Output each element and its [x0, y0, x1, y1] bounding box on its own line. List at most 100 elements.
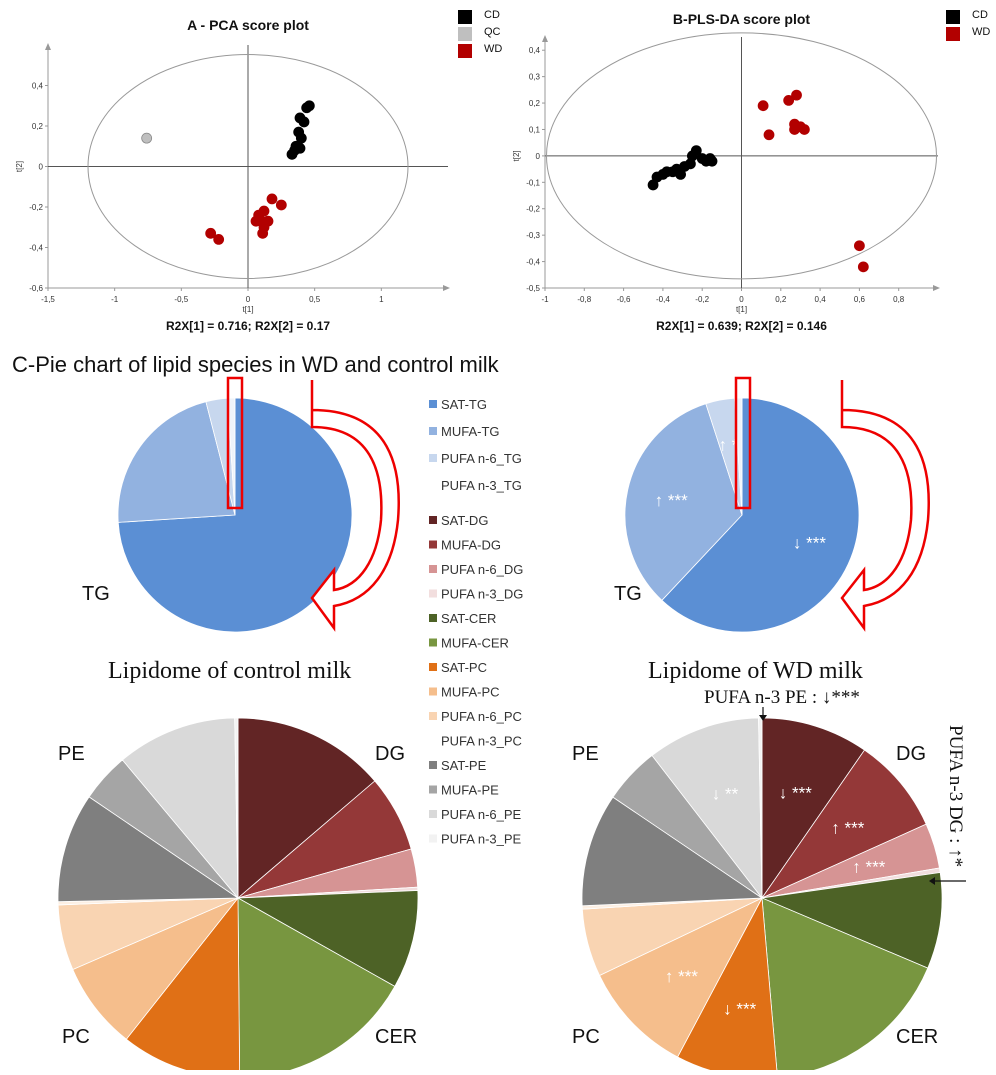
data-point	[303, 100, 315, 112]
control-dg-label: DG	[375, 743, 405, 765]
wd-lipidome-pie: ↓ *** ↑ *** ↑ *** ↓ *** ↑ *** ↓ **	[581, 717, 943, 1075]
wd-dg-label: DG	[896, 743, 926, 765]
data-point	[690, 145, 702, 157]
wd-pc-label: PC	[572, 1026, 600, 1048]
legend-swatch	[429, 761, 437, 769]
legend-label: PUFA n-6_PE	[441, 807, 522, 822]
control-lipidome-pie	[57, 717, 419, 1075]
data-point	[789, 118, 800, 130]
x-tick-label: -1,5	[41, 295, 55, 304]
slice-annotation: ↑ ***	[655, 491, 688, 510]
x-tick-label: 0	[246, 295, 251, 304]
y-tick-label: -0,4	[526, 258, 540, 267]
x-tick-label: 0,4	[815, 295, 827, 304]
y-tick-label: 0,1	[529, 125, 541, 134]
legend-swatch	[429, 400, 437, 408]
slice-annotation: ↑ *	[718, 436, 738, 455]
y-tick-label: 0,2	[529, 99, 541, 108]
y-tick-label: 0	[536, 152, 541, 161]
y-tick-label: -0,6	[29, 284, 43, 293]
y-axis-label: t[2]	[15, 161, 24, 172]
wd-tg-label: TG	[614, 583, 642, 605]
legend-label: PUFA n-6_DG	[441, 562, 523, 577]
legend-swatch	[429, 687, 437, 696]
x-tick-label: 0,5	[309, 295, 321, 304]
wd-pe-label: PE	[572, 743, 599, 765]
hotelling-ellipse	[546, 32, 937, 280]
section-title: C-Pie chart of lipid species in WD and c…	[12, 352, 500, 377]
x-tick-label: 0	[739, 295, 744, 304]
data-point	[757, 100, 769, 112]
legend-label: CD	[972, 9, 988, 21]
legend-swatch	[458, 10, 472, 24]
slice-annotation: ↑ ***	[852, 858, 885, 877]
plot-title: A - PCA score plot	[187, 17, 309, 33]
data-point	[205, 227, 217, 239]
plot-footer: R2X[1] = 0.639; R2X[2] = 0.146	[656, 319, 827, 333]
pca-score-plot: A - PCA score plot -1,5 -1 -0,5 0 0,5 1 -0,6 -0,…	[15, 9, 502, 333]
x-tick-label: 0,2	[775, 295, 787, 304]
legend-swatch	[429, 427, 437, 435]
x-axis-label: t[1]	[242, 305, 253, 314]
data-point	[763, 129, 775, 141]
legend-label: PUFA n-3_TG	[441, 478, 522, 493]
y-axis-label: t[2]	[512, 150, 521, 161]
pie-slice	[651, 717, 763, 900]
data-point	[141, 132, 153, 144]
lipid-legend: SAT-TG MUFA-TG PUFA n-6_TG PUFA n-3_TG SAT-D…	[429, 397, 523, 847]
legend-label: MUFA-PC	[441, 685, 500, 700]
wd-cer-label: CER	[896, 1026, 938, 1048]
pie-slice	[237, 897, 396, 1075]
y-tick-label: -0,2	[526, 205, 540, 214]
x-tick-label: -0,2	[695, 295, 709, 304]
legend-swatch	[429, 540, 437, 549]
pie-slice	[57, 796, 240, 903]
pie-slice	[117, 401, 236, 523]
wd-curved-arrow	[840, 380, 930, 632]
slice-annotation: ↓ ***	[793, 534, 826, 553]
data-point	[706, 155, 718, 167]
legend-label: MUFA-CER	[441, 636, 509, 651]
control-lipidome-title: Lipidome of control milk	[108, 658, 351, 684]
legend-label: SAT-PC	[441, 660, 487, 675]
pie-slice	[121, 717, 239, 900]
data-point	[266, 193, 278, 205]
control-highlight-box	[226, 376, 244, 510]
legend-label: PUFA n-3_PE	[441, 832, 522, 847]
legend-label: SAT-TG	[441, 397, 487, 412]
pie-slice	[624, 403, 743, 601]
y-axis-arrow	[542, 35, 548, 42]
legend-swatch	[946, 27, 960, 41]
legend-label: QC	[484, 26, 501, 38]
pie-slice	[236, 890, 419, 987]
x-tick-label: -0,8	[577, 295, 591, 304]
pufa-n3-pe-arrowhead	[759, 715, 767, 721]
x-tick-label: -0,6	[617, 295, 631, 304]
slice-annotation: ↑ ***	[665, 967, 698, 986]
legend-swatch	[429, 614, 437, 622]
legend-label: CD	[484, 9, 500, 21]
data-point	[783, 95, 795, 106]
legend-swatch	[429, 565, 437, 573]
plot-title: B-PLS-DA score plot	[673, 11, 810, 27]
legend-swatch	[429, 834, 437, 843]
legend-label: PUFA n-3_PC	[441, 734, 522, 749]
legend-label: MUFA-DG	[441, 538, 501, 553]
x-tick-label: 0,6	[854, 295, 866, 304]
data-point	[298, 116, 310, 128]
pie-slice	[761, 717, 866, 900]
y-tick-label: -0,1	[526, 178, 540, 187]
x-tick-label: -0,4	[656, 295, 670, 304]
y-tick-label: 0,2	[32, 122, 44, 131]
pie-slice	[237, 717, 376, 899]
legend-swatch	[458, 44, 472, 58]
y-tick-label: 0,3	[529, 73, 541, 82]
hotelling-ellipse	[87, 54, 409, 279]
pie-slice	[581, 796, 764, 907]
wd-lipidome-title: Lipidome of WD milk	[648, 658, 863, 684]
pie-slice	[234, 717, 239, 899]
control-pe-label: PE	[58, 743, 85, 765]
control-curved-arrow	[310, 380, 400, 632]
y-axis-arrow	[45, 43, 51, 50]
